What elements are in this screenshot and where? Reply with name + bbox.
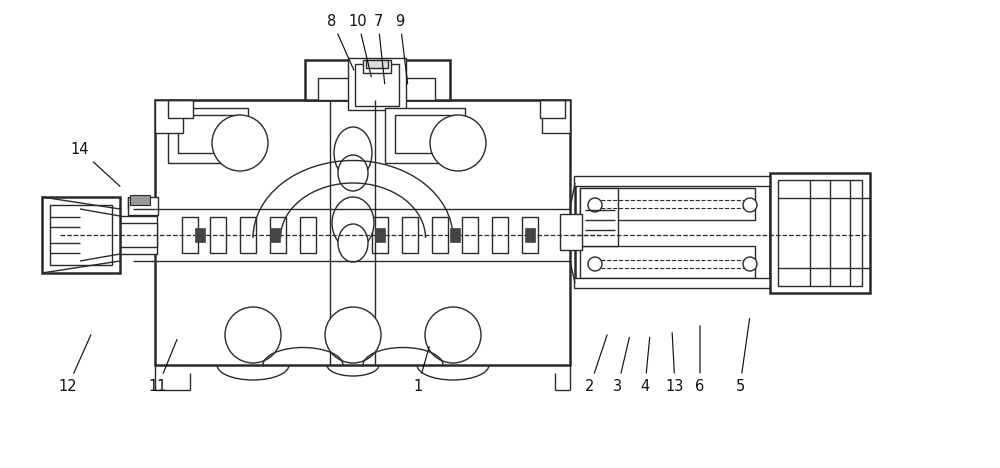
Bar [130, 195, 150, 205]
Bar [240, 217, 256, 253]
Text: 14: 14 [71, 142, 120, 186]
Bar [372, 217, 388, 253]
Bar [525, 228, 535, 242]
Bar [50, 205, 112, 265]
Text: 4: 4 [640, 337, 650, 394]
Circle shape [212, 115, 268, 171]
Ellipse shape [332, 197, 374, 249]
Bar [168, 100, 193, 118]
Bar [574, 278, 772, 288]
Bar [42, 197, 120, 273]
Circle shape [588, 257, 602, 271]
Bar [305, 60, 450, 100]
Bar [210, 217, 226, 253]
Bar [580, 188, 618, 246]
Bar [450, 228, 460, 242]
Bar [300, 217, 316, 253]
Text: 2: 2 [585, 335, 607, 394]
Bar [580, 246, 755, 278]
Bar [375, 228, 385, 242]
Text: 1: 1 [413, 347, 429, 394]
Text: 13: 13 [666, 333, 684, 394]
Text: 12: 12 [59, 335, 91, 394]
Text: 7: 7 [373, 14, 385, 84]
Bar [560, 214, 582, 250]
Bar [366, 60, 388, 68]
Bar [770, 173, 870, 293]
Circle shape [425, 307, 481, 363]
Bar [120, 216, 157, 254]
Bar [402, 217, 418, 253]
Bar [522, 217, 538, 253]
Bar [778, 180, 862, 286]
Bar [574, 176, 772, 186]
Ellipse shape [338, 224, 368, 262]
Bar [542, 100, 570, 133]
Bar [462, 217, 478, 253]
Ellipse shape [334, 127, 372, 179]
Circle shape [743, 198, 757, 212]
Text: 8: 8 [327, 14, 354, 70]
Bar [155, 100, 183, 133]
Text: 5: 5 [735, 319, 750, 394]
Bar [395, 115, 455, 153]
Bar [492, 217, 508, 253]
Bar [580, 188, 755, 220]
Circle shape [325, 307, 381, 363]
Bar [575, 183, 770, 283]
Bar [168, 108, 248, 163]
Text: 6: 6 [695, 326, 705, 394]
Bar [182, 217, 198, 253]
Bar [432, 217, 448, 253]
Bar [540, 100, 565, 118]
Bar [178, 115, 238, 153]
Bar [155, 100, 570, 365]
Text: 9: 9 [395, 14, 408, 84]
Bar [318, 78, 435, 100]
Bar [120, 223, 157, 247]
Text: 11: 11 [149, 339, 177, 394]
Ellipse shape [338, 155, 368, 191]
Text: 10: 10 [349, 14, 371, 77]
Bar [348, 58, 406, 110]
Bar [270, 217, 286, 253]
Bar [363, 60, 391, 73]
Bar [128, 197, 158, 215]
Bar [270, 228, 280, 242]
Circle shape [430, 115, 486, 171]
Bar [385, 108, 465, 163]
Text: 3: 3 [613, 337, 629, 394]
Bar [355, 64, 399, 106]
Circle shape [743, 257, 757, 271]
Circle shape [588, 198, 602, 212]
Bar [195, 228, 205, 242]
Circle shape [225, 307, 281, 363]
